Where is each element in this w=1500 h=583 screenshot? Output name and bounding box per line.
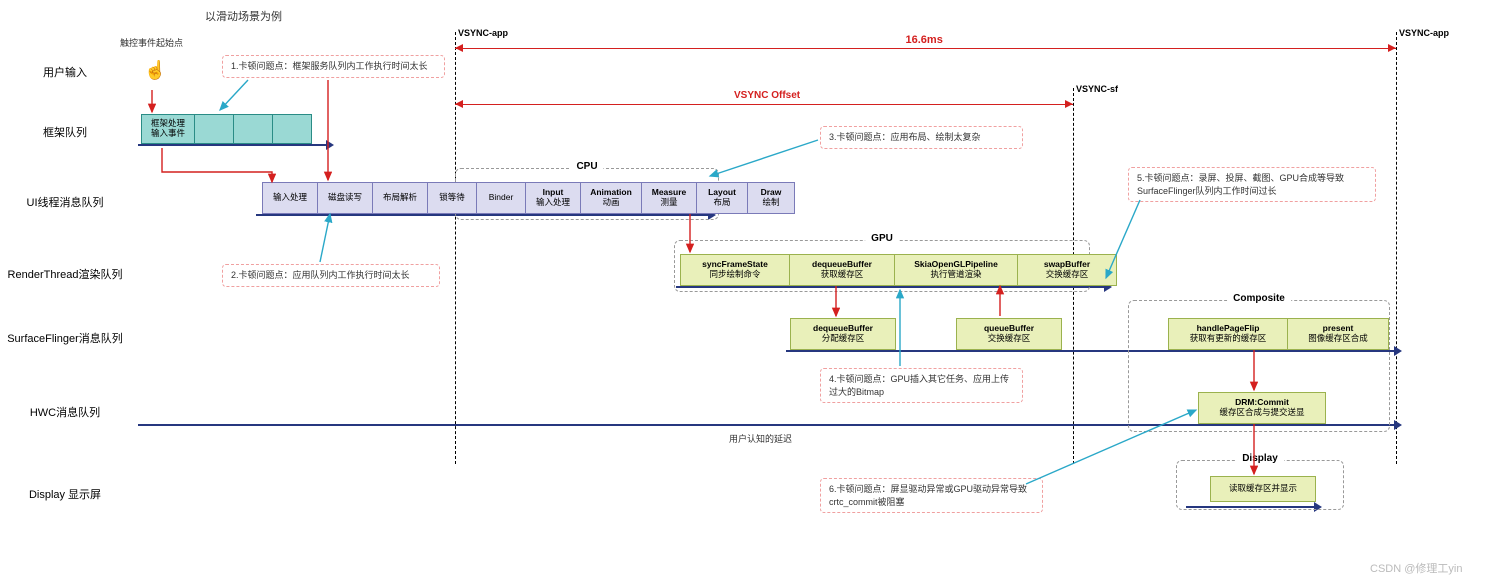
queue-cell: syncFrameState同步绘制命令 [681, 255, 790, 285]
queue-cell: Binder [477, 183, 526, 213]
queue-gpu: syncFrameState同步绘制命令dequeueBuffer获取缓存区Sk… [680, 254, 1117, 286]
queue-cell: handlePageFlip获取有更新的缓存区 [1169, 319, 1288, 349]
queue-cell [273, 115, 311, 143]
lane-label: Display 显示屏 [0, 486, 130, 502]
queue-cell: swapBuffer交换缓存区 [1018, 255, 1116, 285]
queue-cell: SkiaOpenGLPipeline执行管道渲染 [895, 255, 1018, 285]
queue-cell: 磁盘读写 [318, 183, 373, 213]
queue-cell [234, 115, 273, 143]
queue-cell: DRM:Commit缓存区合成与提交送显 [1199, 393, 1325, 423]
queue-cell: 锁等待 [428, 183, 477, 213]
queue-drm: DRM:Commit缓存区合成与提交送显 [1198, 392, 1326, 424]
queue-cell: Draw绘制 [748, 183, 794, 213]
queue-cell: 框架处理输入事件 [142, 115, 195, 143]
lane-label: RenderThread渲染队列 [0, 266, 130, 282]
queue-sf2: queueBuffer交换缓存区 [956, 318, 1062, 350]
note-n4: 4.卡顿问题点：GPU插入其它任务、应用上传过大的Bitmap [820, 368, 1023, 403]
queue-cell: 输入处理 [263, 183, 318, 213]
queue-cell: dequeueBuffer获取缓存区 [790, 255, 895, 285]
lane-label: SurfaceFlinger消息队列 [0, 330, 130, 346]
queue-cell: queueBuffer交换缓存区 [957, 319, 1061, 349]
queue-cell [195, 115, 234, 143]
queue-cell: Measure测量 [642, 183, 697, 213]
lane-label: UI线程消息队列 [0, 194, 130, 210]
queue-cell: 布局解析 [373, 183, 428, 213]
queue-ui: 输入处理磁盘读写布局解析锁等待BinderInput输入处理Animation动… [262, 182, 795, 214]
queue-cell: Input输入处理 [526, 183, 581, 213]
lane-label: 框架队列 [0, 124, 130, 140]
queue-cell: Layout布局 [697, 183, 748, 213]
queue-cell: 读取缓存区并显示 [1211, 477, 1315, 501]
queue-cell: present图像缓存区合成 [1288, 319, 1388, 349]
queue-frame: 框架处理输入事件 [141, 114, 312, 144]
lane-label: 用户输入 [0, 64, 130, 80]
lane-label: HWC消息队列 [0, 404, 130, 420]
queue-sf1: dequeueBuffer分配缓存区 [790, 318, 896, 350]
note-n6: 6.卡顿问题点：屏显驱动异常或GPU驱动异常导致crtc_commit被阻塞 [820, 478, 1043, 513]
diagram-canvas: 以滑动场景为例用户输入框架队列UI线程消息队列RenderThread渲染队列S… [0, 0, 1500, 583]
queue-comp: handlePageFlip获取有更新的缓存区present图像缓存区合成 [1168, 318, 1389, 350]
note-n3: 3.卡顿问题点：应用布局、绘制太复杂 [820, 126, 1023, 149]
queue-cell: dequeueBuffer分配缓存区 [791, 319, 895, 349]
note-n1: 1.卡顿问题点：框架服务队列内工作执行时间太长 [222, 55, 445, 78]
queue-disp: 读取缓存区并显示 [1210, 476, 1316, 502]
note-n5: 5.卡顿问题点：录屏、投屏、截图、GPU合成等导致SurfaceFlinger队… [1128, 167, 1376, 202]
note-n2: 2.卡顿问题点：应用队列内工作执行时间太长 [222, 264, 440, 287]
queue-cell: Animation动画 [581, 183, 642, 213]
